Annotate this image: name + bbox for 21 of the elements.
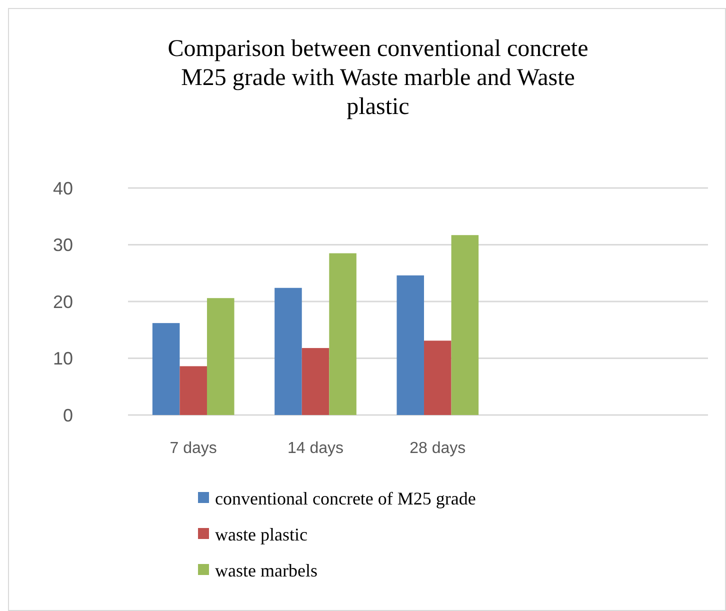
x-tick-label: 14 days	[287, 440, 344, 457]
legend-label: waste marbels	[215, 560, 318, 580]
bar	[396, 275, 424, 415]
y-tick-label: 0	[62, 405, 73, 426]
bar	[302, 348, 330, 415]
x-tick-label: 28 days	[410, 440, 466, 457]
y-tick-label: 10	[52, 348, 73, 369]
bar	[451, 235, 479, 415]
bar	[424, 340, 452, 415]
legend-label: conventional concrete of M25 grade	[215, 488, 476, 508]
y-tick-label: 20	[52, 292, 73, 312]
x-tick-label: 7 days	[170, 440, 217, 457]
bar	[180, 366, 207, 415]
legend-label: waste plastic	[215, 524, 308, 544]
bar	[152, 323, 180, 415]
y-tick-label: 40	[52, 178, 73, 198]
bar	[274, 288, 302, 415]
y-tick-label: 30	[52, 235, 73, 256]
bar	[329, 253, 356, 415]
bar	[206, 298, 234, 415]
chart-title: Comparison between conventional concrete M25 grade with Waste marble and Waste plastic	[168, 36, 588, 120]
